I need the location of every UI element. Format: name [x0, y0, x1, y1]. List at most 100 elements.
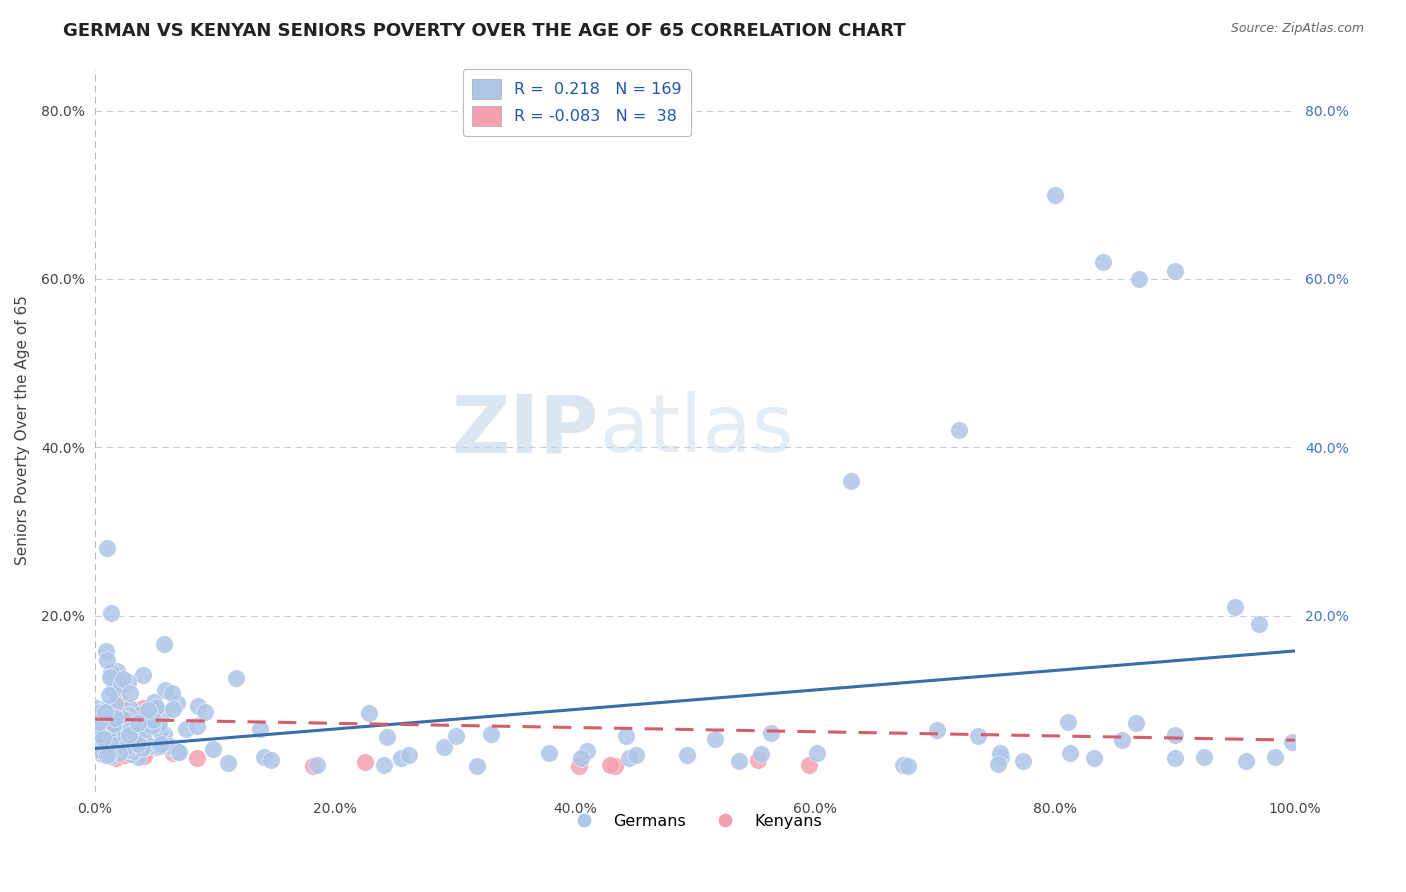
- Point: [186, 750, 208, 764]
- Point: [90, 744, 112, 758]
- Point: [139, 739, 162, 753]
- Point: [152, 706, 174, 720]
- Point: [118, 728, 141, 742]
- Point: [93, 705, 115, 719]
- Point: [153, 727, 176, 741]
- Point: [118, 718, 141, 732]
- Point: [806, 746, 828, 760]
- Point: [100, 725, 122, 739]
- Point: [145, 699, 167, 714]
- Point: [94, 745, 117, 759]
- Point: [162, 702, 184, 716]
- Point: [84, 701, 107, 715]
- Point: [110, 724, 132, 739]
- Point: [107, 692, 129, 706]
- Point: [86, 723, 108, 737]
- Point: [103, 671, 125, 685]
- Point: [1164, 751, 1187, 765]
- Point: [103, 717, 125, 731]
- Point: [159, 739, 181, 754]
- Point: [112, 722, 135, 736]
- Point: [134, 746, 156, 760]
- Point: [108, 738, 131, 752]
- Point: [94, 705, 117, 719]
- Point: [166, 696, 188, 710]
- Point: [127, 723, 149, 738]
- Point: [134, 748, 156, 763]
- Point: [100, 738, 122, 752]
- Point: [479, 727, 502, 741]
- Point: [134, 739, 156, 754]
- Point: [1249, 617, 1271, 632]
- Point: [1225, 600, 1247, 615]
- Point: [100, 748, 122, 763]
- Point: [104, 714, 127, 729]
- Point: [132, 668, 155, 682]
- Point: [103, 739, 125, 754]
- Point: [301, 759, 323, 773]
- Point: [377, 731, 399, 745]
- Point: [118, 686, 141, 700]
- Point: [114, 748, 136, 763]
- Point: [110, 738, 132, 752]
- Point: [599, 758, 621, 772]
- Point: [138, 703, 160, 717]
- Point: [747, 753, 769, 767]
- Point: [105, 732, 128, 747]
- Point: [624, 747, 647, 762]
- Text: ZIP: ZIP: [451, 392, 599, 469]
- Point: [111, 712, 134, 726]
- Point: [967, 729, 990, 743]
- Point: [749, 747, 772, 761]
- Point: [142, 694, 165, 708]
- Point: [104, 723, 127, 737]
- Point: [115, 743, 138, 757]
- Point: [90, 746, 112, 760]
- Point: [704, 732, 727, 747]
- Point: [105, 732, 128, 747]
- Point: [359, 706, 381, 720]
- Point: [568, 759, 591, 773]
- Point: [225, 672, 247, 686]
- Point: [990, 749, 1012, 764]
- Point: [86, 739, 108, 753]
- Point: [87, 715, 110, 730]
- Point: [114, 741, 136, 756]
- Point: [91, 731, 114, 745]
- Point: [1234, 754, 1257, 768]
- Point: [114, 743, 136, 757]
- Point: [797, 757, 820, 772]
- Point: [149, 739, 172, 754]
- Point: [307, 758, 329, 772]
- Point: [120, 725, 142, 739]
- Point: [104, 742, 127, 756]
- Point: [93, 748, 115, 763]
- Point: [194, 705, 217, 719]
- Point: [569, 750, 592, 764]
- Point: [127, 716, 149, 731]
- Point: [167, 746, 190, 760]
- Point: [132, 735, 155, 749]
- Legend: Germans, Kenyans: Germans, Kenyans: [561, 807, 828, 835]
- Point: [104, 711, 127, 725]
- Point: [127, 750, 149, 764]
- Point: [575, 744, 598, 758]
- Point: [891, 757, 914, 772]
- Point: [117, 674, 139, 689]
- Point: [839, 474, 862, 488]
- Point: [153, 637, 176, 651]
- Point: [103, 683, 125, 698]
- Text: atlas: atlas: [599, 392, 793, 469]
- Point: [153, 683, 176, 698]
- Point: [927, 723, 949, 738]
- Point: [202, 741, 225, 756]
- Point: [115, 712, 138, 726]
- Point: [465, 759, 488, 773]
- Point: [105, 751, 128, 765]
- Point: [149, 724, 172, 739]
- Point: [1092, 255, 1115, 269]
- Point: [160, 686, 183, 700]
- Point: [90, 747, 112, 762]
- Point: [97, 689, 120, 703]
- Point: [1281, 735, 1303, 749]
